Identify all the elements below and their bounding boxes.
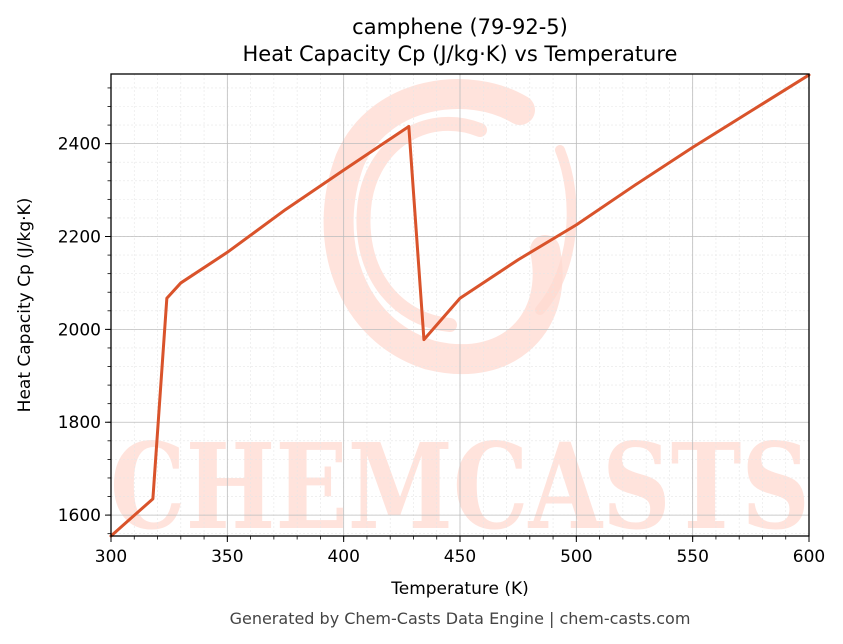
x-tick-label: 300 xyxy=(95,547,127,567)
y-tick-label: 1600 xyxy=(58,506,101,526)
series-line xyxy=(109,73,811,538)
x-tick-label: 350 xyxy=(211,547,243,567)
watermark-swirl-icon xyxy=(323,79,577,375)
x-tick-label: 600 xyxy=(793,547,825,567)
y-tick-label: 2000 xyxy=(58,320,101,340)
chart-subtitle: Heat Capacity Cp (J/kg·K) vs Temperature xyxy=(243,42,678,66)
x-tick-label: 550 xyxy=(676,547,708,567)
chart-title: camphene (79-92-5) xyxy=(352,15,568,39)
y-tick-label: 2400 xyxy=(58,135,101,155)
x-axis-label: Temperature (K) xyxy=(390,579,529,599)
ticks: 300 350 400 450 500 550 600 1600 1800 2000 2200 240… xyxy=(58,87,825,567)
series-layer xyxy=(109,73,811,538)
footer-credit: Generated by Chem-Casts Data Engine | ch… xyxy=(230,609,691,628)
x-tick-label: 450 xyxy=(444,547,476,567)
x-tick-label: 500 xyxy=(560,547,592,567)
y-tick-label: 1800 xyxy=(58,413,101,433)
y-tick-label: 2200 xyxy=(58,228,101,248)
y-axis-label: Heat Capacity Cp (J/kg·K) xyxy=(15,198,35,413)
x-tick-label: 400 xyxy=(327,547,359,567)
